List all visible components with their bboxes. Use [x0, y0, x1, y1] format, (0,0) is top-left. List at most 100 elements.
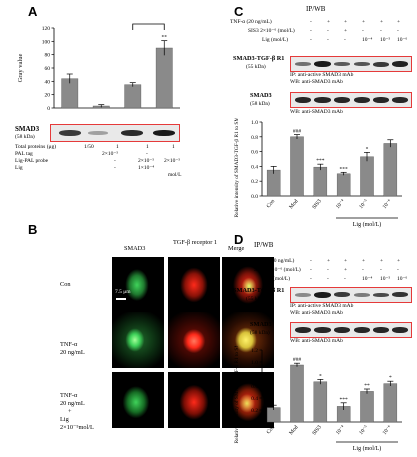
- d-blot2-sub: (58 kDa): [250, 330, 270, 336]
- bar: [155, 47, 173, 109]
- y-axis-label: Relative intensity of SMAD3-TGF-β R1 to …: [233, 346, 240, 443]
- d-western-blot-smad3: [290, 322, 412, 338]
- c-blot2-wb: WB: anti-SMAD3 mAb: [290, 109, 343, 115]
- treatment-cell: -: [327, 276, 329, 282]
- y-tick-label: 0.0: [251, 194, 258, 200]
- x-tick-label: 10⁻⁶: [382, 198, 393, 210]
- table-a-cell: -: [146, 151, 148, 157]
- western-blot-a: [50, 124, 180, 142]
- treatment-cell: 10⁻⁵: [380, 276, 391, 282]
- treatment-cell: +: [344, 258, 348, 264]
- blot-band: [334, 97, 350, 103]
- treatment-cell: -: [380, 267, 382, 273]
- y-tick-label: 0.8: [251, 135, 258, 141]
- y-tick-label: 120: [42, 26, 51, 32]
- chart-d: 0.00.20.40.60.81.01.2Con###Mod*SIS3***10…: [233, 346, 402, 452]
- x-tick-label: Con: [266, 198, 277, 209]
- table-a-unit: mol/L: [168, 172, 182, 178]
- treatment-cell: +: [397, 19, 401, 25]
- x-tick-label: 10⁻⁵: [358, 424, 369, 436]
- panel-letter-c: C: [234, 4, 244, 19]
- blot-band: [153, 130, 175, 136]
- treatment-cell: -: [310, 267, 312, 273]
- blot-band: [295, 327, 311, 333]
- y-tick-label: 1.0: [251, 120, 258, 126]
- y-tick-label: 1.0: [251, 360, 258, 366]
- d-blot2-label: SMAD3: [250, 321, 272, 328]
- tgf-receptor-fluorescence-image: [168, 372, 220, 428]
- blot-band: [314, 97, 331, 103]
- treatment-cell: -: [397, 267, 399, 273]
- c-blot1-label: SMAD3-TGF-β R1: [233, 55, 285, 62]
- treatment-cell: -: [327, 37, 329, 43]
- smad3-fluorescence-image: [112, 372, 164, 428]
- treatment-cell: 10⁻⁶: [397, 37, 408, 43]
- d-header: IP/WB: [254, 241, 274, 249]
- blot-band: [295, 293, 311, 297]
- treatment-cell: -: [310, 37, 312, 43]
- y-tick-label: 0.2: [251, 179, 258, 185]
- treatment-cell: -: [327, 267, 329, 273]
- y-tick-label: 0.4: [251, 396, 258, 402]
- c-western-blot-smad3: [290, 92, 412, 108]
- treatment-cell: +: [327, 19, 331, 25]
- bar: [360, 391, 374, 423]
- smad3-fluorescence-image: [112, 257, 164, 313]
- c-treat-label: SIS3 2×10⁻⁶ (mol/L): [248, 28, 295, 34]
- table-a-cell: 2×10⁻⁵: [164, 158, 181, 164]
- blot-band: [392, 97, 408, 103]
- blot-band: [354, 293, 370, 297]
- table-a-row-label: Lig: [15, 165, 23, 171]
- treatment-cell: 10⁻⁵: [380, 37, 391, 43]
- significance-mark: *: [389, 375, 392, 381]
- chart-c: 0.0 0.2 0.4 0.6 0.8 1.0 Con ### Mod *** SIS3 *** 10⁻…: [233, 118, 402, 228]
- bar: [290, 364, 304, 423]
- significance-mark: ###: [293, 357, 302, 363]
- treatment-cell: 10⁻⁶: [397, 276, 408, 282]
- x-tick-label: 10⁻⁴: [335, 198, 346, 210]
- merge-fluorescence-image: [222, 312, 274, 368]
- y-tick-label: 0.8: [251, 372, 258, 378]
- d-blot2-wb: WB: anti-SMAD3 mAb: [290, 338, 343, 344]
- d-treat-label: Lig (mol/L): [264, 276, 291, 282]
- row-label-lig: Lig: [60, 416, 69, 423]
- blot-band: [334, 292, 350, 297]
- treatment-cell: +: [397, 258, 401, 264]
- significance-mark: *: [319, 373, 322, 379]
- significance-mark: ###: [293, 129, 302, 135]
- treatment-cell: +: [344, 19, 348, 25]
- x-tick-label: SIS3: [311, 198, 323, 210]
- d-treat-label: SIS3 2×10⁻⁶ (mol/L): [254, 267, 301, 273]
- panel-letter-b: B: [28, 222, 38, 237]
- col-header-merge: Merge: [228, 245, 245, 252]
- treatment-cell: +: [327, 258, 331, 264]
- bar: [313, 166, 328, 197]
- smad3-fluorescence-image: [112, 312, 164, 368]
- scale-bar: [116, 298, 126, 300]
- c-western-blot-complex: [290, 56, 412, 72]
- y-tick-label: 0.6: [251, 150, 258, 156]
- treatment-cell: 10⁻⁴: [362, 276, 373, 282]
- blot-band: [121, 130, 143, 136]
- x-tick-label: Mod: [288, 198, 299, 210]
- treatment-cell: -: [327, 28, 329, 34]
- y-tick-label: 20: [45, 93, 51, 99]
- treatment-cell: +: [344, 28, 348, 34]
- blot-band: [392, 292, 408, 297]
- table-a-cell: 1: [146, 144, 149, 150]
- treatment-cell: -: [310, 19, 312, 25]
- bar: [290, 136, 304, 197]
- blot-band: [314, 292, 331, 298]
- treatment-cell: +: [344, 267, 348, 273]
- table-a-cell: 1: [172, 144, 175, 150]
- x-tick-label: 10⁻⁴: [335, 424, 346, 436]
- row-label-tnf: TNF-α: [60, 341, 78, 348]
- d-blot1-wb: WB: anti-SMAD3 mAb: [290, 310, 343, 316]
- y-tick-label: 0.4: [251, 164, 258, 170]
- tgf-receptor-fluorescence-image: [168, 312, 220, 368]
- row-label-plus: +: [68, 408, 72, 415]
- x-tick-label: 10⁻⁶: [382, 424, 393, 436]
- x-tick-label: 10⁻⁵: [358, 198, 369, 210]
- significance-mark: **: [162, 35, 168, 41]
- blot-band: [314, 327, 331, 333]
